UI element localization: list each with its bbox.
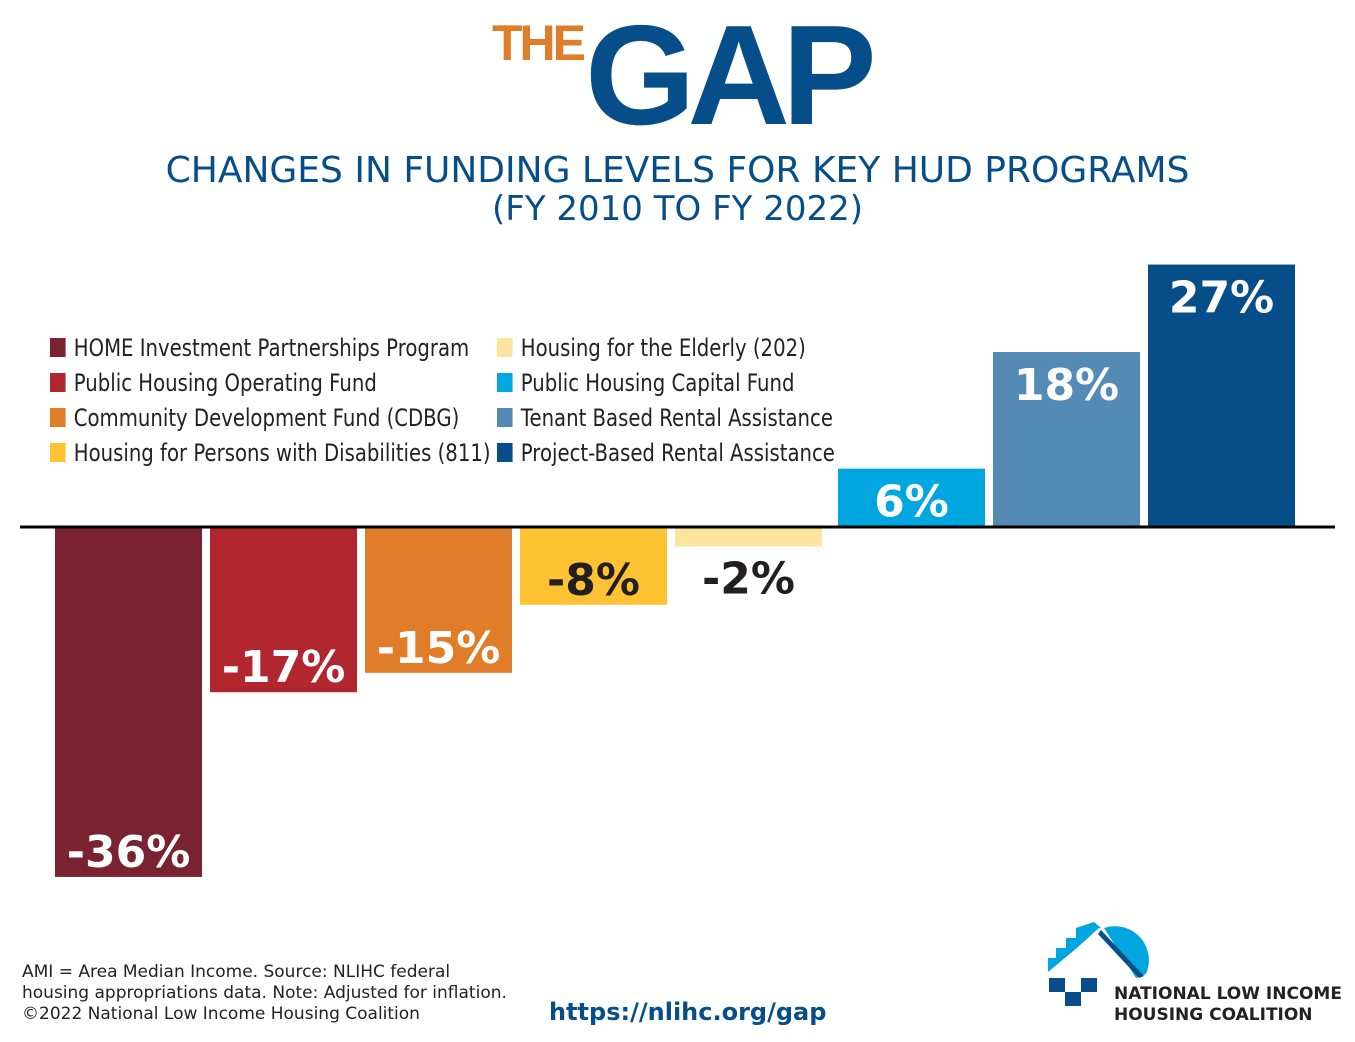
bar	[365, 527, 512, 673]
org-name: NATIONAL LOW INCOME HOUSING COALITION	[1114, 984, 1342, 1026]
data-label: 27%	[1169, 273, 1274, 324]
legend-swatch	[50, 408, 66, 427]
legend-swatch	[50, 373, 66, 392]
legend-label: Community Development Fund (CDBG)	[73, 403, 460, 432]
data-label: 6%	[874, 477, 949, 528]
footer-note: AMI = Area Median Income. Source: NLIHC …	[22, 962, 507, 1025]
legend-swatch	[497, 338, 513, 357]
footer-line: ©2022 National Low Income Housing Coalit…	[22, 1004, 420, 1024]
legend-item: Housing for the Elderly (202)	[497, 330, 806, 365]
legend-swatch	[497, 373, 513, 392]
bar	[675, 527, 822, 547]
legend-label: Project-Based Rental Assistance	[520, 438, 835, 467]
legend-item: Community Development Fund (CDBG)	[50, 400, 459, 435]
legend-label: Housing for the Elderly (202)	[520, 333, 806, 362]
legend-item: Public Housing Capital Fund	[497, 365, 794, 400]
bar	[993, 352, 1140, 527]
legend-item: Tenant Based Rental Assistance	[497, 400, 833, 435]
footer-line: AMI = Area Median Income. Source: NLIHC …	[22, 962, 451, 982]
legend-item: HOME Investment Partnerships Program	[50, 330, 469, 365]
legend-swatch	[497, 408, 513, 427]
data-label: -15%	[377, 623, 501, 674]
chart-title: CHANGES IN FUNDING LEVELS FOR KEY HUD PR…	[165, 150, 1190, 191]
bar	[1148, 264, 1295, 527]
url-link[interactable]: https://nlihc.org/gap	[549, 998, 827, 1026]
chart-subtitle: (FY 2010 TO FY 2022)	[492, 189, 863, 229]
chart-title-block: CHANGES IN FUNDING LEVELS FOR KEY HUD PR…	[0, 150, 1355, 229]
org-name-line: HOUSING COALITION	[1114, 1005, 1313, 1025]
legend-label: Public Housing Operating Fund	[73, 368, 377, 397]
legend-label: HOME Investment Partnerships Program	[73, 333, 470, 362]
org-name-line: NATIONAL LOW INCOME	[1114, 984, 1342, 1004]
legend-item: Public Housing Operating Fund	[50, 365, 377, 400]
data-label: -36%	[67, 827, 191, 878]
legend-swatch	[50, 338, 66, 357]
nlihc-house-logo-icon	[1048, 922, 1149, 1006]
legend-item: Project-Based Rental Assistance	[497, 435, 835, 470]
data-label: 18%	[1014, 360, 1119, 411]
bar	[838, 468, 985, 527]
bar	[55, 527, 202, 877]
data-label: -2%	[702, 553, 795, 604]
logo-the: THE	[492, 15, 586, 71]
legend-swatch	[50, 443, 66, 462]
bar	[210, 527, 357, 693]
legend-label: Public Housing Capital Fund	[520, 368, 795, 397]
logo-gap: GAP	[585, 0, 877, 155]
legend-swatch	[497, 443, 513, 462]
bar	[520, 527, 667, 605]
footer-line: housing appropriations data. Note: Adjus…	[22, 983, 507, 1003]
data-label: -8%	[547, 555, 640, 606]
data-label: -17%	[222, 642, 346, 693]
legend-label: Housing for Persons with Disabilities (8…	[73, 438, 491, 467]
legend-item: Housing for Persons with Disabilities (8…	[50, 435, 491, 470]
legend-label: Tenant Based Rental Assistance	[520, 403, 833, 432]
